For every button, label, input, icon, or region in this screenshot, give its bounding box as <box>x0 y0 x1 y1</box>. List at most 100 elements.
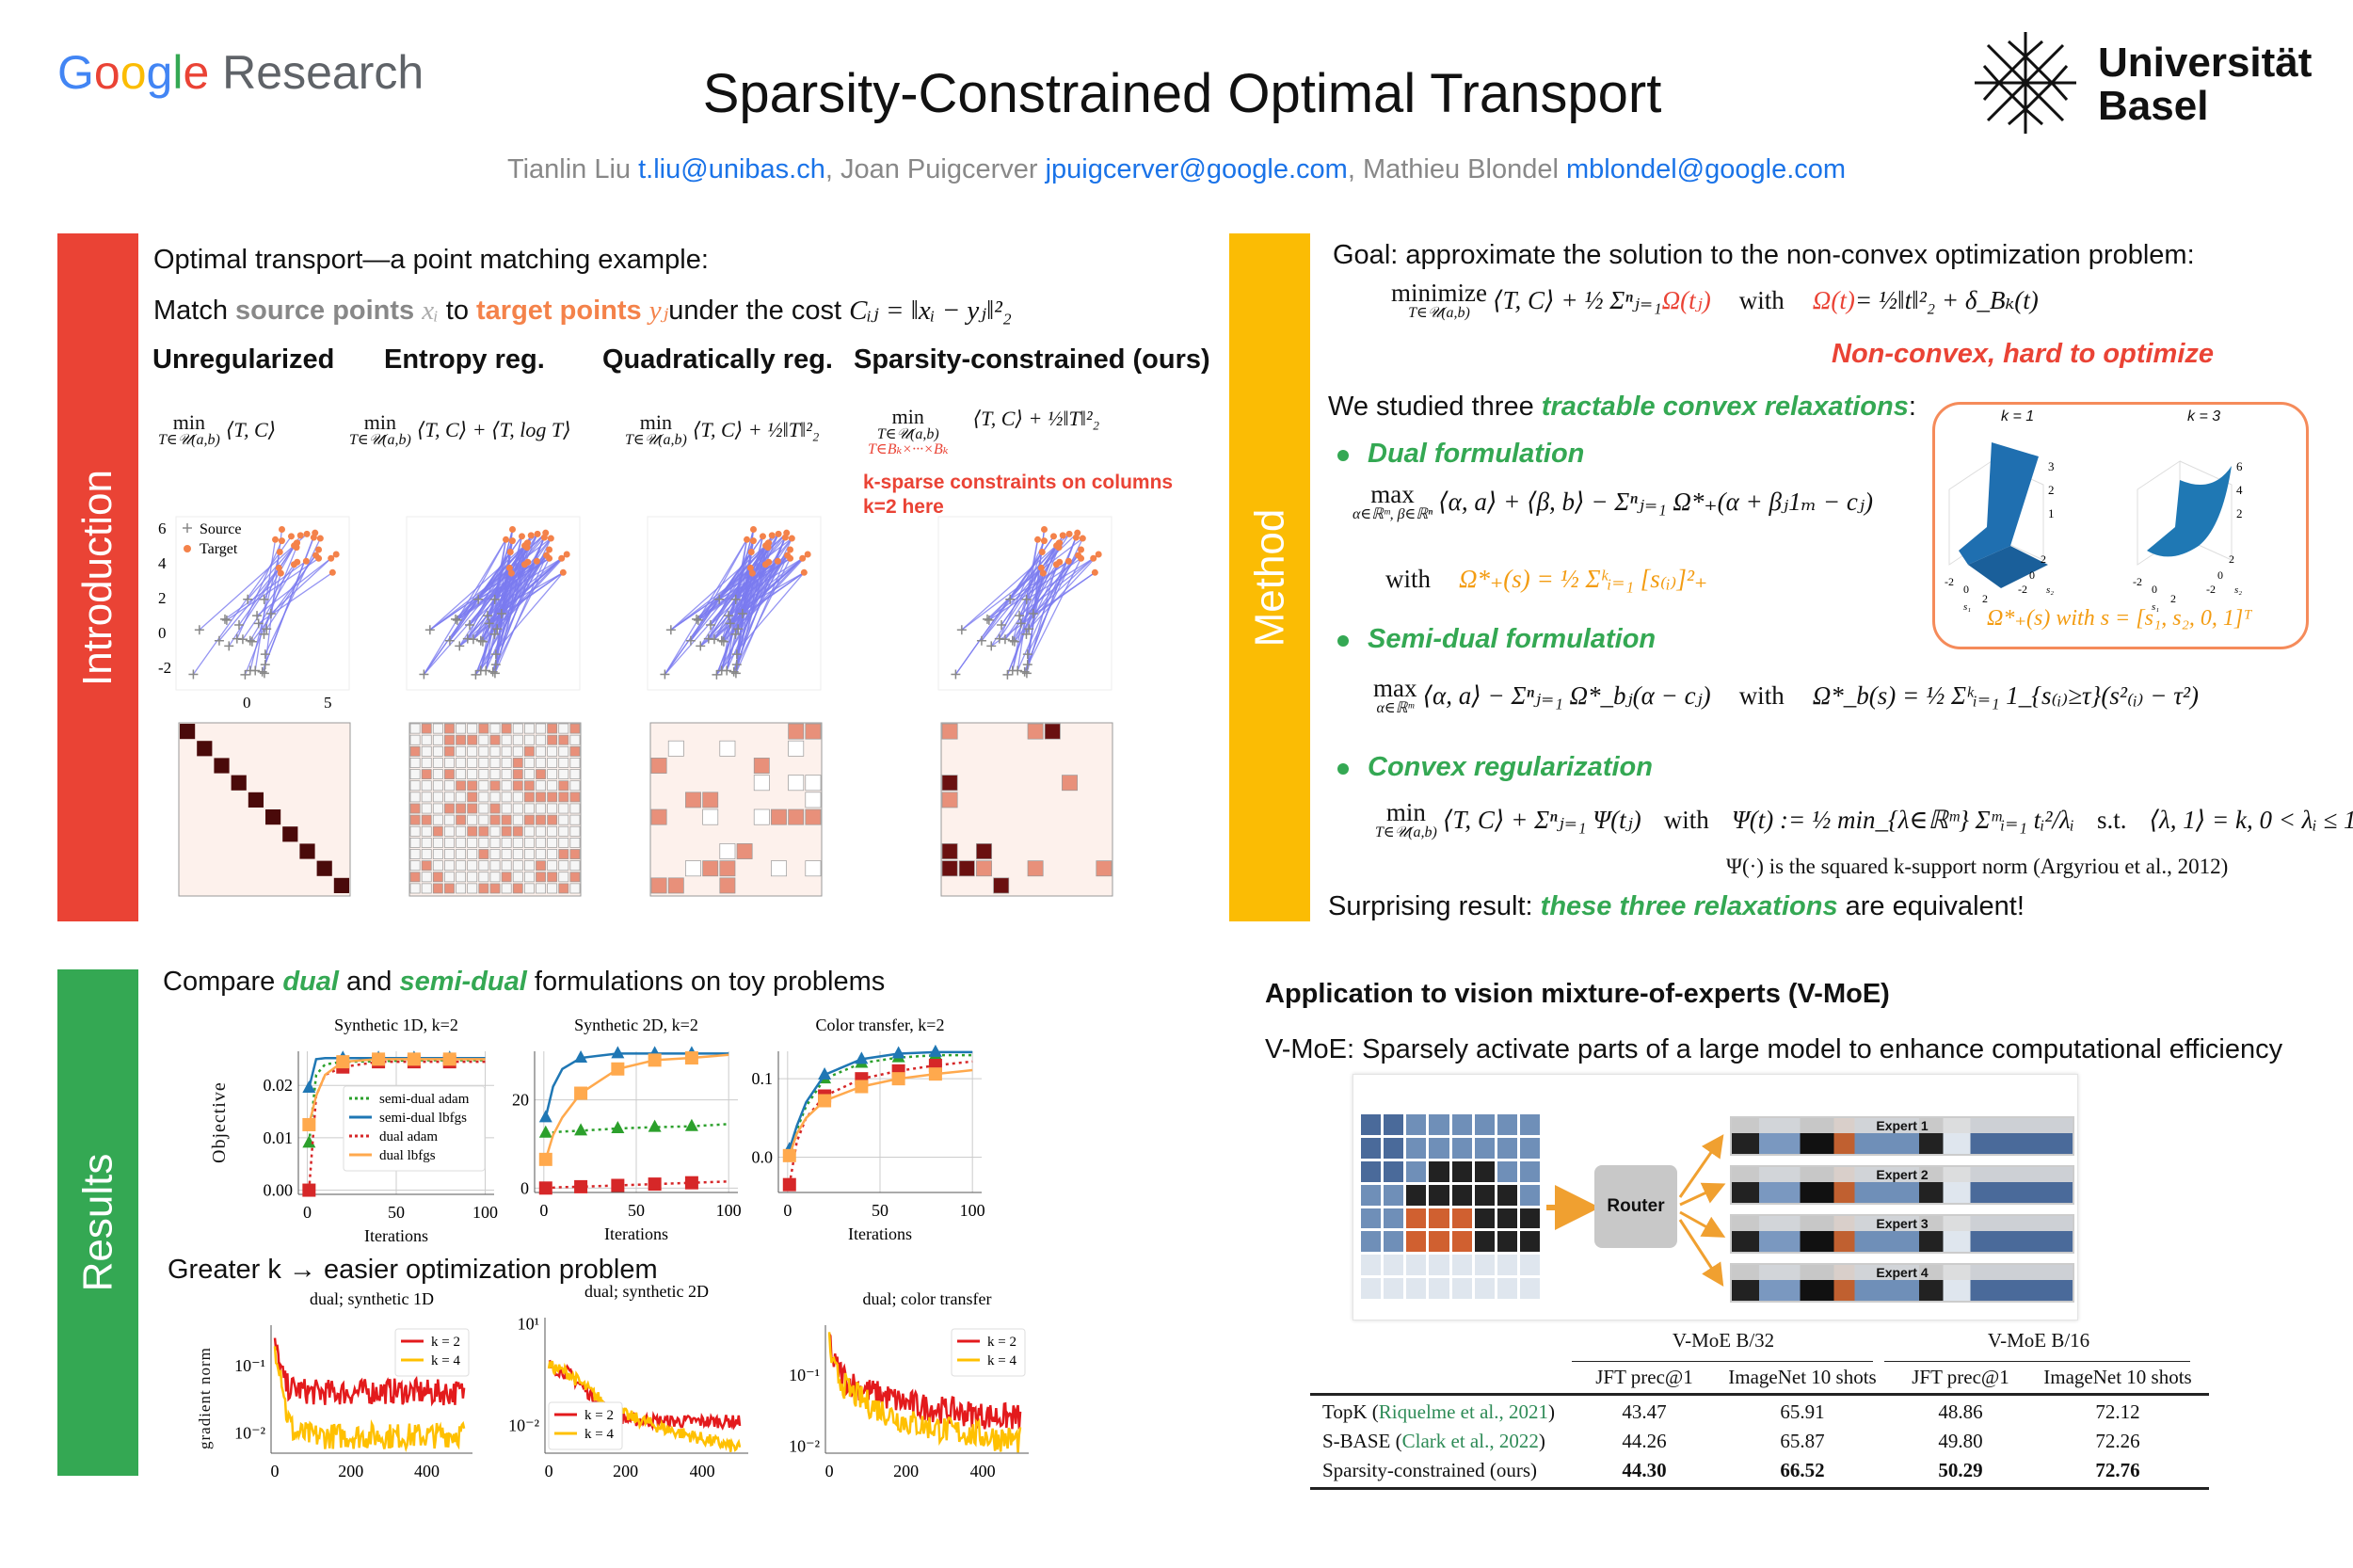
image-patch <box>1497 1160 1517 1182</box>
source-point <box>1000 634 1010 645</box>
source-point <box>956 625 967 635</box>
citation-link[interactable]: Clark et al., 2022 <box>1401 1430 1539 1452</box>
unibas-wordmark: Universität Basel <box>2098 41 2312 128</box>
target-point <box>276 549 283 556</box>
matrix-cell <box>501 849 512 859</box>
target-point <box>1074 529 1081 536</box>
point-matching-figures: 6 4 2 0 -2 0 5 Source Target <box>158 516 1113 897</box>
matrix-cell <box>501 860 512 872</box>
y-tick-label: 6 <box>158 520 167 537</box>
matrix-cell <box>512 849 523 859</box>
studied-line: We studied three tractable convex relaxa… <box>1328 392 1916 423</box>
greater-k-line: Greater k → easier optimization problem <box>168 1255 658 1285</box>
surface <box>1959 442 2039 565</box>
source-point <box>724 611 734 621</box>
formula-body: ⟨T, C⟩ + ½‖T‖²₂ <box>692 418 820 441</box>
matrix-cell <box>569 872 581 883</box>
target-point <box>312 529 319 536</box>
matrix-cell <box>736 843 753 859</box>
legend-source-label: Source <box>200 521 241 537</box>
image-patch <box>1474 1278 1495 1299</box>
data-point <box>538 1110 552 1123</box>
citation-link[interactable]: Riquelme et al., 2021 <box>1378 1400 1548 1423</box>
author-name: Tianlin Liu <box>506 154 632 184</box>
target-point <box>279 525 286 533</box>
source-point <box>665 625 676 635</box>
target-point <box>296 532 304 539</box>
target-point <box>547 535 554 542</box>
y-tick-label: 10⁻¹ <box>789 1366 820 1384</box>
heading-unregularized: Unregularized <box>152 344 335 375</box>
matrix-cell <box>501 837 512 848</box>
matching-line <box>737 553 808 630</box>
transport-matrix <box>178 722 351 897</box>
target-point <box>759 533 766 540</box>
series-line <box>547 1360 742 1452</box>
image-patch <box>1384 1160 1404 1182</box>
matrix-cell <box>501 758 512 768</box>
y-tick-label: 2 <box>158 589 167 607</box>
image-patch <box>1429 1208 1449 1229</box>
bullet-icon <box>1337 763 1349 775</box>
matrix-cell <box>536 734 546 745</box>
dual-formula: max α∈ℝᵐ, β∈ℝⁿ ⟨α, a⟩ + ⟨β, b⟩ − Σⁿⱼ₌₁ Ω*₊… <box>1353 482 1873 522</box>
matching-line <box>192 536 293 675</box>
matching-line <box>715 571 805 676</box>
matrix-cell <box>432 758 443 768</box>
legend-label: k = 4 <box>584 1427 614 1442</box>
matrix-cell <box>569 792 581 803</box>
table-column-header: ImageNet 10 shots <box>1728 1366 1877 1388</box>
matching-line <box>690 538 748 642</box>
legend-target-label: Target <box>200 541 238 557</box>
chart: dual; synthetic 1D 0 200 400 10⁻¹ 10⁻² k = 2 k … <box>234 1289 472 1480</box>
matrix-cell <box>569 814 581 825</box>
data-point <box>302 1117 316 1131</box>
matching-line <box>699 571 805 647</box>
x-axis-label: Iterations <box>848 1224 912 1243</box>
matrix-cell <box>478 769 489 780</box>
legend-target-icon <box>184 545 191 552</box>
matrix-cell <box>547 769 558 780</box>
target-point <box>527 532 535 539</box>
image-patch <box>1406 1160 1427 1182</box>
matching-line <box>670 537 792 631</box>
source-point <box>1021 594 1032 604</box>
source-point <box>730 629 741 639</box>
author-email-link[interactable]: jpuigcerver@google.com <box>1045 154 1348 184</box>
semidual-formula: max α∈ℝᵐ ⟨α, a⟩ − Σⁿⱼ₌₁ Ω*_bⱼ(α − cⱼ) with Ω… <box>1373 676 2199 716</box>
x-tick-label: 200 <box>338 1462 363 1480</box>
target-point <box>1091 568 1098 576</box>
matrix-cell <box>432 872 443 883</box>
results-charts: Synthetic 1D, k=20 50 1000.000.010.02Itera… <box>234 1016 1029 1480</box>
matrix-cell <box>409 745 421 757</box>
target-point <box>546 546 553 553</box>
matrix-cell <box>805 860 822 877</box>
k-support-note: Ψ(·) is the squared k-support norm (Argy… <box>1726 855 2229 878</box>
table-column-header: JFT prec@1 <box>1912 1366 2009 1388</box>
matrix-cell <box>547 758 558 768</box>
matching-line <box>247 542 297 600</box>
source-point <box>444 635 455 646</box>
method-goal: Goal: approximate the solution to the no… <box>1333 240 2195 270</box>
matrix-cell <box>523 849 535 859</box>
op-sub: T∈𝒰(a,b) <box>158 432 220 448</box>
matrix-cell <box>501 883 512 894</box>
target-point <box>1095 551 1102 558</box>
source-point <box>257 666 267 677</box>
divider <box>1310 1393 2209 1396</box>
image-patch <box>1497 1255 1517 1276</box>
matching-line <box>264 537 321 655</box>
matching-line <box>1006 545 1058 676</box>
source-point <box>490 649 501 660</box>
method-label: Method <box>1246 508 1293 647</box>
tick: 2 <box>2170 592 2176 605</box>
matrix-cell <box>547 745 558 757</box>
formula-body: ⟨T, C⟩ + ½‖T‖²₂ <box>972 407 1100 430</box>
target-point <box>507 569 515 577</box>
matrix-cell <box>456 792 467 803</box>
author-email-link[interactable]: mblondel@google.com <box>1565 154 1847 184</box>
author-email-link[interactable]: t.liu@unibas.ch <box>638 154 825 184</box>
source-point <box>1009 636 1019 647</box>
source-point <box>691 614 701 624</box>
expert-label: Expert 1 <box>1732 1118 2073 1133</box>
